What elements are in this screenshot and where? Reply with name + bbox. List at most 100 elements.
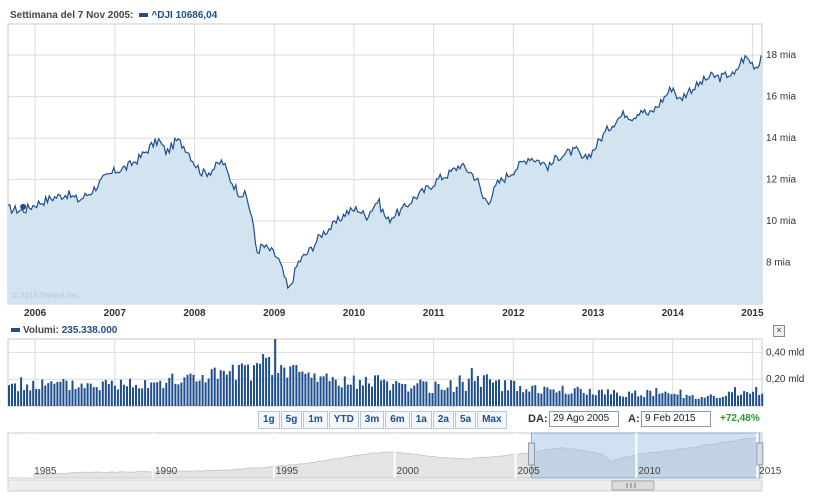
volume-bar [700,397,703,406]
volume-bar [631,393,634,406]
range-button-ytd[interactable]: YTD [328,411,359,429]
volume-bar [667,393,670,406]
volume-bar [603,394,606,406]
volume-bar [189,373,192,406]
range-button-1m[interactable]: 1m [303,411,328,429]
volume-bar [8,385,10,406]
volume-bar [591,394,594,406]
volume-bar [150,382,153,406]
volume-bar [543,386,546,406]
volume-bar [628,391,631,406]
volume-bar [180,382,183,406]
volume-bar [392,384,395,406]
scrollbar-thumb[interactable] [611,480,655,491]
volume-bar [95,387,98,406]
volume-bar [101,381,104,406]
from-label: DA: [528,413,548,425]
volume-bar [731,392,733,406]
volume-bar [168,377,171,406]
volume-bar [616,392,618,406]
volume-bar [310,377,313,406]
volume-bar [132,387,134,406]
volume-bar [352,375,355,406]
volume-bar [38,389,41,406]
volume-bar [159,380,162,406]
y-tick-label: 12 mia [766,175,796,186]
volume-bar [422,381,425,406]
selection-handle-right[interactable] [756,442,764,466]
volume-bar [71,380,74,406]
volume-bar [89,383,92,406]
volume-bar [298,371,301,406]
volume-bar [555,392,558,406]
volume-header: Volumi: 235.338.000 [5,325,117,336]
volume-bar [613,389,615,406]
volume-bar [498,379,500,406]
volume-bar [516,391,519,406]
volume-bar [116,389,119,406]
range-button-2a[interactable]: 2a [432,411,454,429]
volume-bar [501,391,504,406]
range-button-1g[interactable]: 1g [258,411,280,429]
volume-bar [761,393,764,406]
volume-bar [709,394,712,406]
volume-bar [703,397,706,406]
volume-bar [319,376,322,406]
selection-handle-left[interactable] [527,442,535,466]
volume-bar [80,383,83,406]
volume-bar [153,382,156,406]
volume-swatch [11,328,20,333]
volume-bar [253,365,255,406]
volume-bar [658,393,661,406]
volume-bar [304,373,307,406]
volume-bar [192,374,195,406]
main-chart-header: Settimana del 7 Nov 2005: ^DJI 10686,04 [10,10,217,21]
hover-marker [20,203,27,210]
range-button-5a[interactable]: 5a [454,411,477,429]
volume-bar [271,375,274,406]
volume-bar [446,387,449,406]
volume-bar [32,380,35,406]
range-button-max[interactable]: Max [477,411,507,429]
volume-bar [419,379,422,406]
volume-bar [513,380,516,406]
navigator-tick-label: 1985 [34,466,57,477]
volume-bar [507,390,510,406]
volume-bar [98,390,101,406]
close-icon[interactable]: × [773,325,785,337]
from-date-input[interactable]: 29 Ago 2005 [549,411,619,427]
volume-bar [183,377,186,406]
volume-bar [17,391,20,406]
volume-bar [316,381,319,406]
range-button-3m[interactable]: 3m [359,411,385,429]
watermark: © 2015 Yahoo! Inc. [12,291,80,300]
volume-bar [20,377,23,406]
series-swatch [139,13,149,18]
x-tick-label: 2008 [183,308,206,319]
range-button-1a[interactable]: 1a [410,411,432,429]
volume-bar [47,383,50,406]
range-button-5g[interactable]: 5g [280,411,303,429]
x-tick-label: 2009 [263,308,286,319]
volume-bar [259,363,262,406]
volume-bar [715,398,718,406]
volume-bar [14,383,16,406]
volume-bar [292,365,295,406]
navigator-tick-label: 2000 [397,466,420,477]
volume-bar [135,385,137,406]
volume-bar [195,381,198,406]
volume-bar [355,388,358,406]
navigator-selection [530,432,761,479]
volume-bar [646,389,649,406]
to-date-input[interactable]: 9 Feb 2015 [641,411,711,427]
volume-bar [688,395,691,406]
volume-bar [634,390,637,406]
range-button-6m[interactable]: 6m [385,411,410,429]
volume-bar [489,379,491,406]
volume-bar [655,388,658,406]
volume-tick-label: 0,40 mld [766,347,804,358]
volume-bar [337,385,340,406]
volume-bar [449,380,452,406]
volume-label: Volumi: [23,325,59,336]
